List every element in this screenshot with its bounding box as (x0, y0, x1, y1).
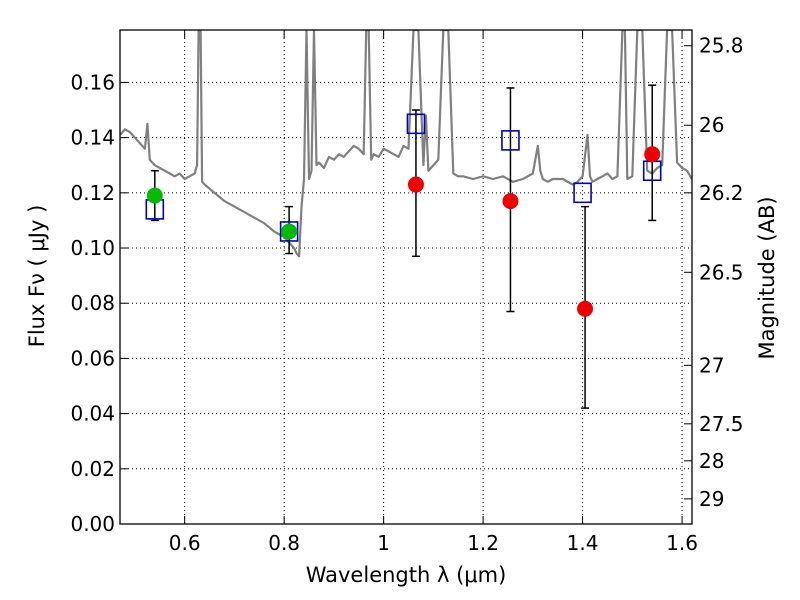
y2-tick-label: 29 (699, 487, 724, 511)
detection-point-red (407, 176, 424, 193)
x-tick-label: 0.6 (169, 531, 201, 555)
grid (120, 30, 692, 524)
y2-tick-label: 27.5 (699, 412, 744, 436)
detection-point-red (644, 146, 661, 163)
model-photometry-square (279, 221, 299, 242)
x-tick-labels: 0.6 0.8 1 1.2 1.4 1.6 (169, 531, 698, 555)
x-tick-label: 1 (377, 531, 390, 555)
y2-axis-label: Magnitude (AB) (755, 196, 779, 359)
y2-tick-label: 26.5 (699, 260, 744, 284)
model-spectrum-line (120, 30, 692, 258)
detection-point-red (502, 193, 519, 210)
detection-point-red (577, 300, 594, 317)
y2-tick-label: 27 (699, 353, 724, 377)
y-tick-labels: 0.00 0.02 0.04 0.06 0.08 0.10 0.12 0.14 0.16 (70, 70, 115, 536)
x-tick-label: 1.4 (567, 531, 599, 555)
y2-tick-label: 25.8 (699, 34, 744, 58)
axes-frame (119, 29, 693, 525)
y-tick-label: 0.14 (70, 126, 115, 150)
y-axis-label: Flux Fν ( μJy ) (25, 205, 49, 348)
y2-tick-labels: 25.8 26 26.2 26.5 27 27.5 28 29 (699, 34, 744, 511)
model-spectrum-layer (120, 30, 692, 258)
y-tick-label: 0.00 (70, 512, 115, 536)
y2-tick-label: 26.2 (699, 181, 744, 205)
y-tick-label: 0.16 (70, 70, 115, 94)
x-axis-label: Wavelength λ (μm) (306, 563, 507, 587)
y-tick-label: 0.08 (70, 291, 115, 315)
detection-point-green (146, 187, 163, 204)
y-tick-label: 0.12 (70, 181, 115, 205)
errorbar-layer (150, 84, 657, 409)
y-tick-label: 0.06 (70, 346, 115, 370)
y-tick-label: 0.04 (70, 402, 115, 426)
model-photometry-square (501, 130, 520, 151)
y-tick-label: 0.02 (70, 457, 115, 481)
detection-point-green (281, 223, 298, 240)
axes-frame-layer (119, 29, 693, 525)
model-photometry-square (406, 113, 426, 135)
model-photometry-square (573, 182, 592, 204)
y2-tick-label: 26 (699, 113, 724, 137)
y2-tick-label: 28 (699, 449, 724, 473)
detection-layer (146, 146, 661, 317)
y-tick-label: 0.10 (70, 236, 115, 260)
x-tick-label: 0.8 (268, 531, 300, 555)
model-photometry-layer (145, 113, 662, 242)
x-tick-label: 1.2 (467, 531, 499, 555)
x-tick-label: 1.6 (666, 531, 698, 555)
